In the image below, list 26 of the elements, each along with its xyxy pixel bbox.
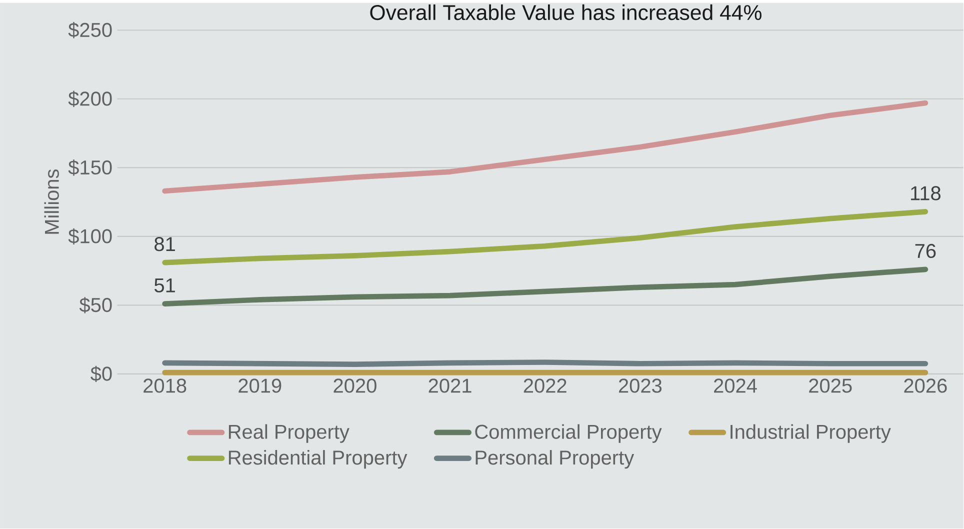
y-axis-title: Millions <box>44 170 59 234</box>
x-tick-label: 2022 <box>524 378 566 394</box>
y-tick-label: $200 <box>68 91 112 108</box>
data-label: 118 <box>911 186 940 201</box>
y-tick-label: $0 <box>90 366 112 382</box>
data-label: 81 <box>154 237 175 252</box>
x-tick-label: 2024 <box>714 378 757 394</box>
x-tick-label: 2026 <box>904 378 947 394</box>
legend-label: Real Property <box>228 424 350 444</box>
y-tick-label: $250 <box>68 22 112 38</box>
legend-label: Personal Property <box>476 450 634 469</box>
chart-title: Overall Taxable Value has increased 44% <box>370 4 762 20</box>
x-tick-label: 2021 <box>428 378 472 394</box>
y-tick-label: $50 <box>79 297 112 314</box>
x-tick-label: 2020 <box>334 378 376 394</box>
y-tick-label: $100 <box>68 228 112 245</box>
x-tick-label: 2019 <box>238 378 282 394</box>
x-tick-label: 2025 <box>809 378 852 394</box>
legend-label: Industrial Property <box>730 424 891 444</box>
legend-label: Commercial Property <box>475 424 662 444</box>
x-tick-label: 2018 <box>144 378 186 394</box>
data-label: 76 <box>915 244 936 258</box>
data-label: 51 <box>154 278 175 293</box>
legend-label: Residential Property <box>228 450 408 469</box>
y-tick-label: $150 <box>68 160 112 176</box>
x-tick-label: 2023 <box>618 378 662 394</box>
